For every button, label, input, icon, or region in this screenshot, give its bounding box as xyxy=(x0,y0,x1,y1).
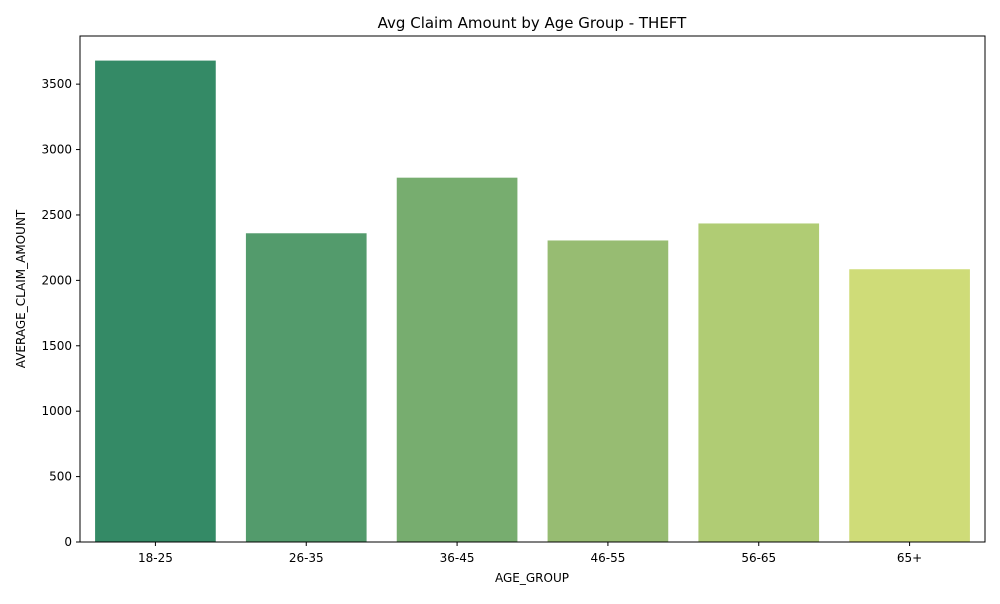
y-tick-label: 500 xyxy=(49,470,72,484)
bar-46-55 xyxy=(547,240,669,542)
x-axis-label: AGE_GROUP xyxy=(495,571,569,585)
y-tick-labels: 0 500 1000 1500 2000 2500 3000 3500 xyxy=(41,77,72,549)
y-tick-label: 3000 xyxy=(41,143,72,157)
bar-56-65 xyxy=(698,223,820,543)
plot-frame xyxy=(79,35,986,543)
bar-26-35 xyxy=(245,233,367,542)
y-tick-label: 1000 xyxy=(41,404,72,418)
chart-title: Avg Claim Amount by Age Group - THEFT xyxy=(378,14,687,32)
x-tick-label: 18-25 xyxy=(138,551,173,565)
x-tick-label: 56-65 xyxy=(741,551,776,565)
y-tick-label: 0 xyxy=(64,535,72,549)
x-tick-label: 36-45 xyxy=(440,551,475,565)
axes-layer xyxy=(76,35,986,546)
x-tick-label: 26-35 xyxy=(289,551,324,565)
x-tick-labels: 18-25 26-35 36-45 46-55 56-65 65+ xyxy=(138,551,922,565)
bar-65+ xyxy=(849,269,970,542)
y-axis-label: AVERAGE_CLAIM_AMOUNT xyxy=(14,209,28,368)
bars-layer xyxy=(95,60,970,543)
y-tick-label: 3500 xyxy=(41,77,72,91)
bar-36-45 xyxy=(396,177,518,542)
y-tick-label: 1500 xyxy=(41,339,72,353)
x-tick-label: 46-55 xyxy=(590,551,625,565)
bar-18-25 xyxy=(95,60,216,542)
y-tick-label: 2500 xyxy=(41,208,72,222)
y-tick-label: 2000 xyxy=(41,273,72,287)
x-tick-label: 65+ xyxy=(897,551,922,565)
